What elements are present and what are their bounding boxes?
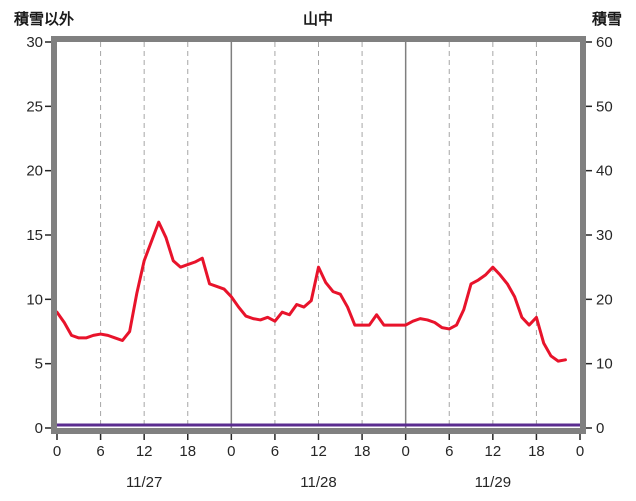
x-axis-tick-label: 12 xyxy=(310,443,327,460)
right-axis-tick-label: 30 xyxy=(596,227,613,244)
left-axis-tick-label: 25 xyxy=(26,98,43,115)
left-axis-tick-label: 30 xyxy=(26,34,43,51)
x-axis-date-label: 11/29 xyxy=(475,474,511,491)
x-axis-tick-label: 18 xyxy=(354,443,371,460)
right-axis-tick-label: 60 xyxy=(596,34,613,51)
x-axis-tick-label: 6 xyxy=(445,443,453,460)
right-axis-title: 積雪 xyxy=(591,11,622,28)
right-axis-tick-label: 10 xyxy=(596,356,613,373)
x-axis-tick-label: 0 xyxy=(576,443,584,460)
x-axis-tick-label: 18 xyxy=(179,443,196,460)
plot-border xyxy=(51,36,586,434)
left-axis-tick-label: 10 xyxy=(26,291,43,308)
x-axis-tick-label: 6 xyxy=(271,443,279,460)
x-axis-tick-label: 12 xyxy=(136,443,153,460)
x-axis-tick-label: 12 xyxy=(484,443,501,460)
x-axis-date-label: 11/27 xyxy=(126,474,162,491)
x-axis-tick-label: 18 xyxy=(528,443,545,460)
x-axis-tick-label: 0 xyxy=(401,443,409,460)
chart-title: 山中 xyxy=(302,11,333,28)
non-snow-series-line xyxy=(55,220,567,363)
left-axis-tick-label: 15 xyxy=(26,227,43,244)
x-axis-date-label: 11/28 xyxy=(300,474,336,491)
right-axis-tick-label: 0 xyxy=(596,420,604,437)
left-axis-tick-label: 5 xyxy=(35,356,43,373)
left-axis-title: 積雪以外 xyxy=(14,11,75,28)
x-axis-tick-label: 6 xyxy=(96,443,104,460)
right-axis-tick-label: 20 xyxy=(596,291,613,308)
left-axis-tick-label: 20 xyxy=(26,163,43,180)
x-axis-tick-label: 0 xyxy=(53,443,61,460)
right-axis-tick-label: 40 xyxy=(596,163,613,180)
left-axis-tick-label: 0 xyxy=(35,420,43,437)
right-axis-tick-label: 50 xyxy=(596,98,613,115)
x-axis-tick-label: 0 xyxy=(227,443,235,460)
